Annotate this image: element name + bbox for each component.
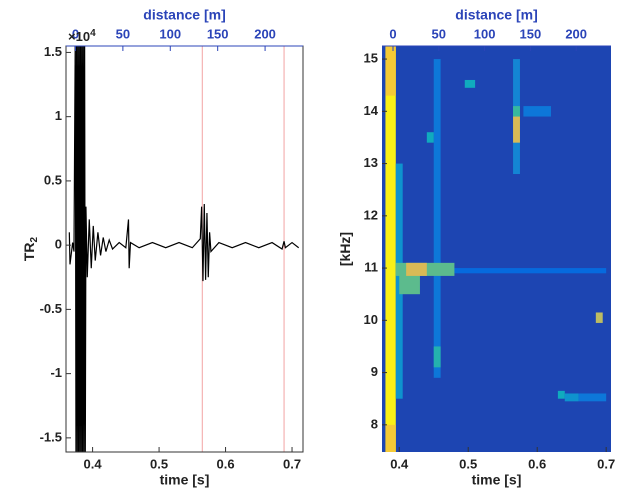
y-tick-label: 15: [364, 51, 378, 66]
x2-tick-label: 50: [432, 26, 446, 41]
y-axis-title-sub: 2: [29, 236, 40, 242]
x2-tick-label: 150: [520, 26, 542, 41]
heatmap-cell: [595, 312, 603, 323]
heatmap-cell: [564, 393, 579, 402]
x2-tick-label: 150: [207, 26, 229, 41]
heatmap-cell: [523, 106, 551, 117]
heatmap-background: [382, 46, 611, 452]
heatmap-cell: [578, 393, 607, 402]
x2-tick-label: 200: [565, 26, 587, 41]
heatmap-cell: [395, 163, 403, 399]
heatmap-cell: [513, 106, 520, 117]
y-tick-label: 10: [364, 312, 378, 327]
x-axis-title: time [s]: [472, 472, 522, 488]
y-tick-label: 12: [364, 207, 378, 222]
x-tick-label: 0.7: [283, 456, 301, 471]
x2-tick-label: 0: [72, 26, 79, 41]
y-axis-title: [kHz]: [337, 232, 353, 266]
y-multiplier-base: ×10: [68, 29, 90, 44]
x-tick-label: 0.5: [459, 456, 477, 471]
heatmap-cell: [464, 79, 476, 88]
y-tick-label: 8: [371, 416, 378, 431]
x2-tick-label: 200: [254, 26, 276, 41]
y-tick-label: -0.5: [40, 301, 62, 316]
x-tick-label: 0.4: [84, 456, 103, 471]
heatmap-cell: [426, 132, 434, 143]
x-tick-label: 0.7: [597, 456, 615, 471]
x-tick-label: 0.6: [528, 456, 546, 471]
y-tick-label: 13: [364, 155, 378, 170]
y-tick-label: 11: [364, 260, 378, 275]
heatmap-cell: [513, 116, 520, 143]
x2-axis-title: distance [m]: [143, 7, 225, 23]
y-tick-label: -1.5: [40, 429, 62, 444]
heatmap-cell: [385, 46, 396, 96]
y-tick-label: -1: [50, 365, 62, 380]
heatmap-cell: [385, 424, 396, 452]
heatmap-cell: [433, 59, 441, 378]
y-tick-label: 1: [55, 108, 62, 123]
y-tick-label: 9: [371, 364, 378, 379]
x2-tick-label: 100: [474, 26, 496, 41]
x2-tick-label: 100: [159, 26, 181, 41]
x-tick-label: 0.4: [390, 456, 409, 471]
x-axis-title: time [s]: [160, 472, 210, 488]
heatmap-cell: [385, 46, 396, 452]
y-axis-title: TR2: [21, 236, 40, 261]
y-tick-label: 0.5: [44, 172, 62, 187]
heatmap-cell: [557, 390, 565, 399]
y-tick-label: 0: [55, 237, 62, 252]
heatmap-cell: [454, 268, 607, 274]
heatmap-cell: [406, 262, 427, 276]
y-axis-title-main: [kHz]: [337, 232, 353, 266]
y-multiplier-power: 4: [90, 28, 96, 39]
x2-axis-title: distance [m]: [455, 7, 537, 23]
x-tick-label: 0.5: [150, 456, 168, 471]
y-axis-title-main: TR: [21, 242, 37, 261]
x-tick-label: 0.6: [217, 456, 235, 471]
y-tick-label: 14: [364, 103, 379, 118]
x2-tick-label: 50: [116, 26, 130, 41]
y-multiplier: ×104: [68, 28, 96, 45]
x2-tick-label: 0: [389, 26, 396, 41]
y-tick-label: 1.5: [44, 44, 62, 59]
heatmap-cell: [433, 346, 441, 368]
signal-line: [68, 46, 300, 452]
